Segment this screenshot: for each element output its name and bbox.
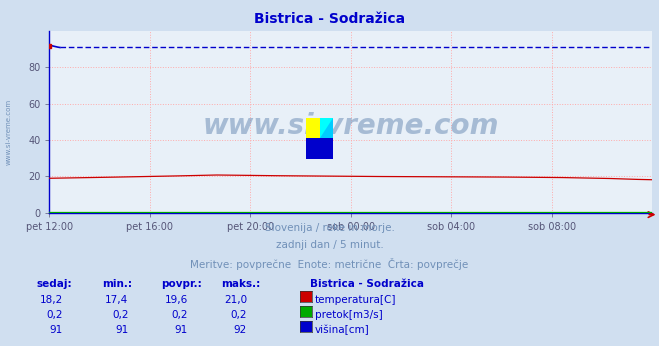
Bar (306, 118, 320, 138)
Text: 0,2: 0,2 (46, 310, 63, 320)
Text: 91: 91 (175, 325, 188, 335)
Text: Slovenija / reke in morje.: Slovenija / reke in morje. (264, 223, 395, 233)
Text: temperatura[C]: temperatura[C] (315, 295, 397, 305)
Polygon shape (320, 118, 333, 138)
Text: 0,2: 0,2 (171, 310, 188, 320)
Text: maks.:: maks.: (221, 279, 260, 289)
Text: 91: 91 (115, 325, 129, 335)
Text: 0,2: 0,2 (112, 310, 129, 320)
Text: www.si-vreme.com: www.si-vreme.com (5, 98, 12, 165)
Text: Meritve: povprečne  Enote: metrične  Črta: povprečje: Meritve: povprečne Enote: metrične Črta:… (190, 258, 469, 270)
Text: zadnji dan / 5 minut.: zadnji dan / 5 minut. (275, 240, 384, 251)
Text: min.:: min.: (102, 279, 132, 289)
Text: pretok[m3/s]: pretok[m3/s] (315, 310, 383, 320)
Text: 92: 92 (234, 325, 247, 335)
Text: 19,6: 19,6 (165, 295, 188, 305)
Text: sedaj:: sedaj: (36, 279, 72, 289)
Text: 17,4: 17,4 (105, 295, 129, 305)
Text: Bistrica - Sodražica: Bistrica - Sodražica (254, 12, 405, 26)
Text: 18,2: 18,2 (40, 295, 63, 305)
Text: višina[cm]: višina[cm] (315, 325, 370, 335)
Text: 91: 91 (49, 325, 63, 335)
Text: 21,0: 21,0 (224, 295, 247, 305)
Bar (320, 118, 333, 138)
Text: 0,2: 0,2 (231, 310, 247, 320)
Text: Bistrica - Sodražica: Bistrica - Sodražica (310, 279, 424, 289)
Bar (306, 138, 333, 159)
Text: www.si-vreme.com: www.si-vreme.com (203, 112, 499, 139)
Text: povpr.:: povpr.: (161, 279, 202, 289)
